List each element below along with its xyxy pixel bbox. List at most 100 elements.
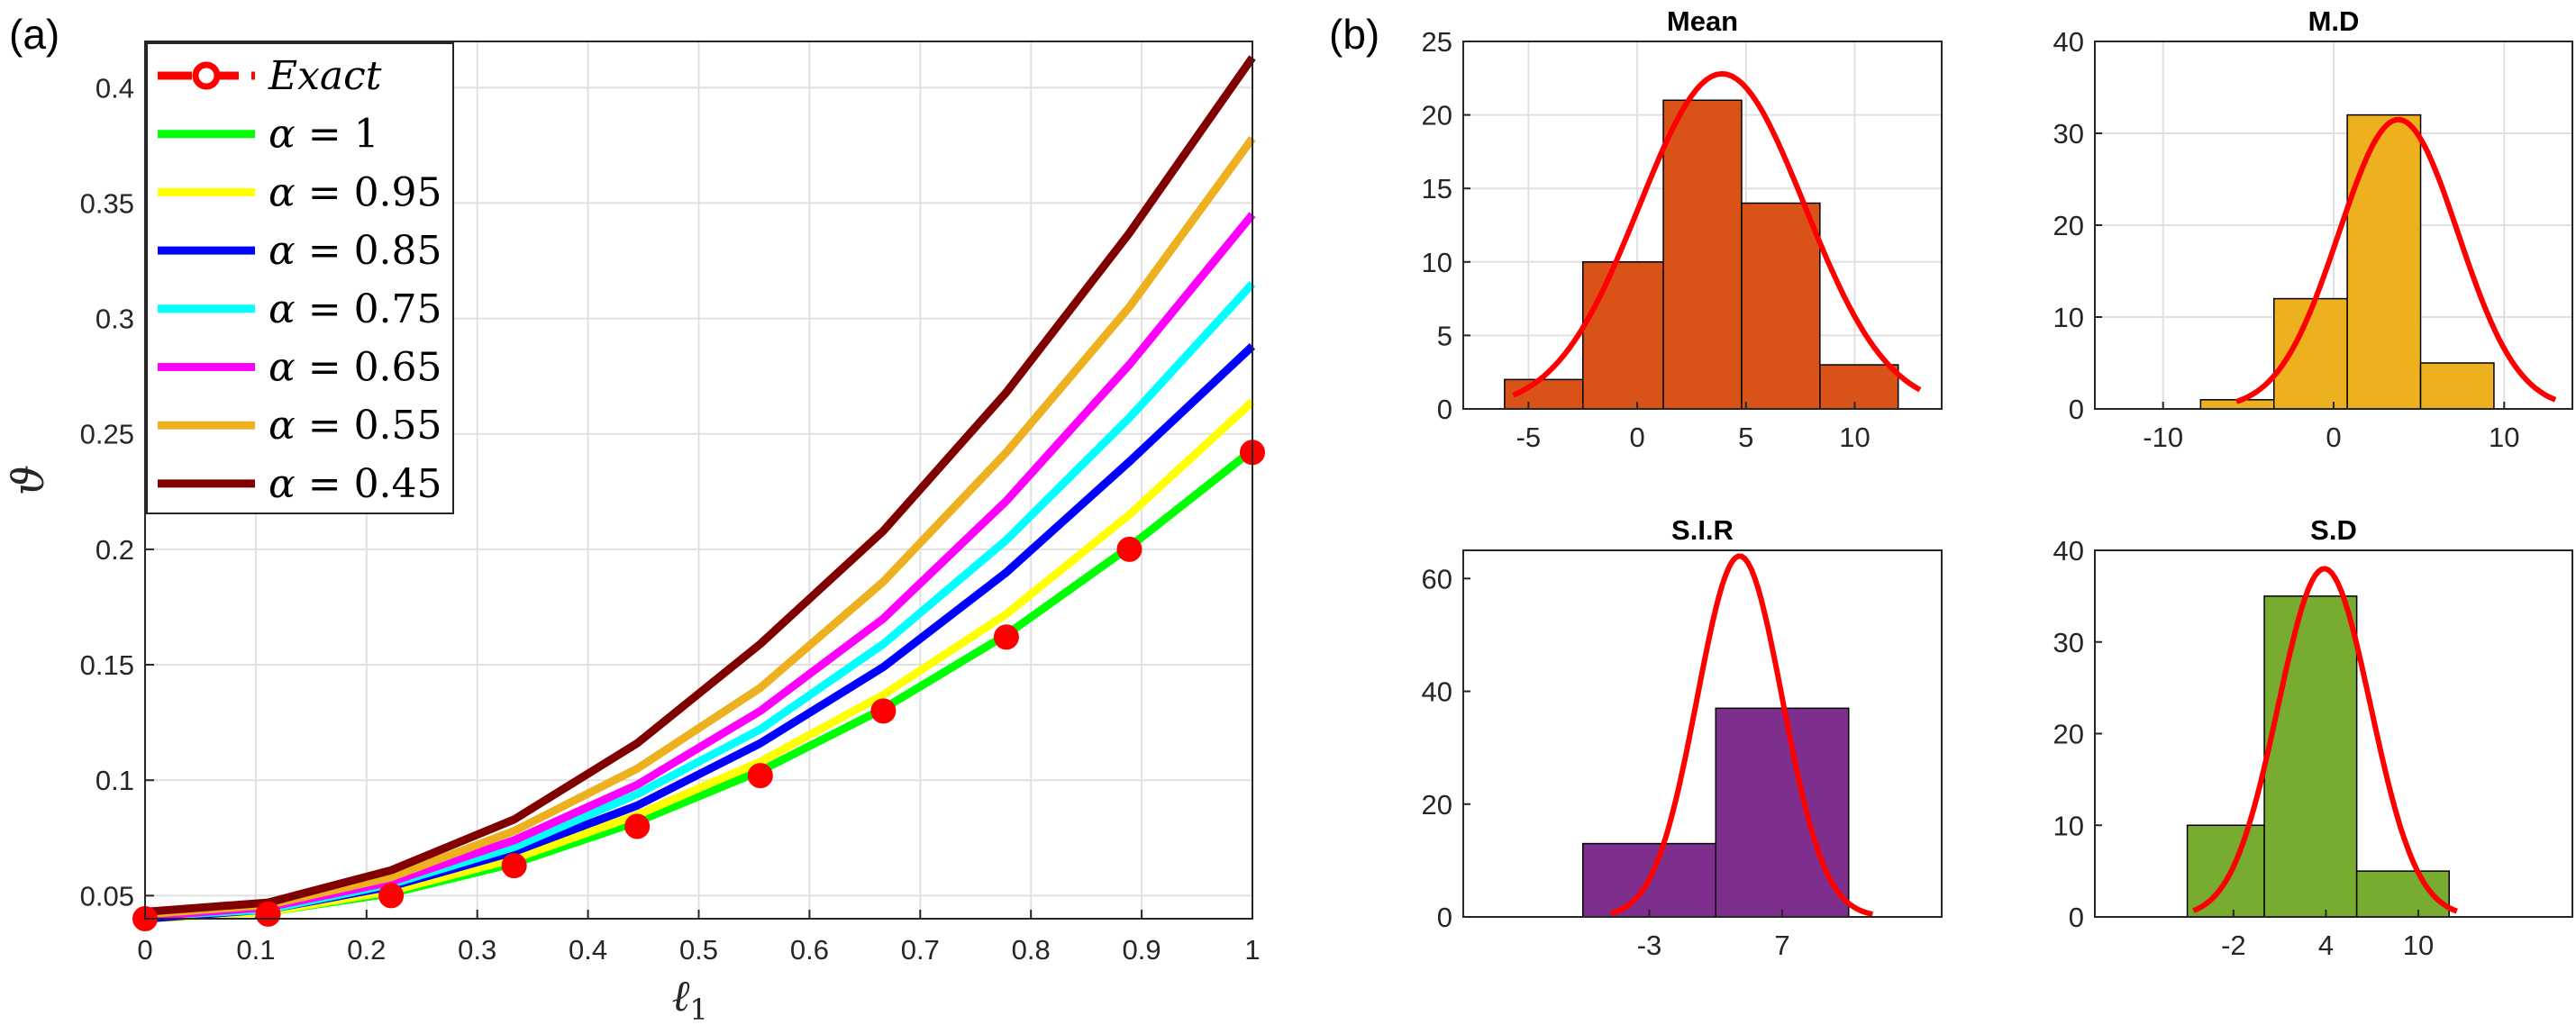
y-tick-label: 30 [2053, 627, 2084, 658]
legend-symbol: α [269, 228, 296, 274]
legend-symbol: α [269, 169, 296, 215]
legend-eq: = [296, 112, 354, 158]
legend-eq: = [296, 403, 354, 449]
series-line-alpha-0.55 [144, 136, 1256, 919]
histogram-bar [1715, 707, 1850, 918]
histogram-sd: -2 4 10 0 10 20 30 40 S.D [2053, 514, 2573, 961]
legend-exact-text: Exact [268, 53, 382, 99]
exact-point [993, 624, 1019, 650]
exact-point [501, 853, 527, 879]
normal-fit-curve [2192, 566, 2458, 914]
x-tick-label: 10 [2403, 930, 2434, 961]
legend-eq: = [296, 345, 354, 391]
y-tick-label: 0 [1437, 902, 1452, 933]
x-tick-label: 0 [1629, 422, 1644, 453]
exact-point [870, 698, 897, 724]
panel-a-label: (a) [9, 11, 59, 58]
x-tick-label: 0.9 [1123, 934, 1161, 966]
histogram-title: Mean [1667, 5, 1738, 37]
y-tick-label: 0.1 [96, 765, 134, 796]
y-tick-label: 0.3 [96, 304, 134, 335]
histogram-title: S.D [2310, 514, 2357, 546]
x-tick-label: 0.8 [1012, 934, 1051, 966]
x-tick-label: 5 [1738, 422, 1753, 453]
legend-alpha: 0.85 [354, 228, 442, 274]
normal-fit-curve [1609, 553, 1873, 917]
histogram-md: -10 0 10 0 10 20 30 40 M.D [2053, 5, 2573, 453]
y-tick-label: 5 [1437, 320, 1452, 351]
legend-alpha: 0.55 [354, 403, 442, 449]
y-tick-label: 0.15 [80, 649, 134, 681]
y-tick-label: 0.25 [80, 419, 134, 450]
y-tick-label: 0 [2069, 902, 2084, 933]
plot-frame [1462, 41, 1943, 410]
legend-label-alpha-0.45: α = 0.45 [269, 461, 442, 507]
y-tick-label: 25 [1422, 26, 1452, 58]
y-tick-label: 0 [1437, 394, 1452, 425]
y-tick-label: 20 [2053, 210, 2084, 241]
y-axis-label: ϑ [4, 465, 54, 495]
y-tick-label: 10 [2053, 302, 2084, 333]
x-tick-label: 0.1 [236, 934, 275, 966]
y-tick-label: 20 [2053, 719, 2084, 750]
histogram-title: M.D [2308, 5, 2360, 37]
exact-point [1116, 536, 1142, 562]
exact-point [255, 901, 281, 927]
legend-symbol: α [269, 345, 296, 391]
histogram-sir: -3 7 0 20 40 60 S.I.R [1422, 514, 1943, 961]
legend-symbol: α [269, 112, 296, 158]
legend-label-alpha-0.85: α = 0.85 [269, 228, 442, 274]
y-tick-label: 20 [1422, 789, 1452, 821]
legend-symbol: α [269, 403, 296, 449]
legend-alpha: 0.65 [354, 345, 442, 391]
y-tick-label: 40 [1422, 676, 1452, 708]
legend-eq: = [296, 286, 354, 332]
x-tick-label: 0.5 [679, 934, 718, 966]
histogram-bar [1662, 99, 1743, 410]
x-axis-label: ℓ1 [671, 971, 707, 1025]
y-tick-label: 0.4 [96, 72, 134, 104]
histogram-bar [1819, 364, 1899, 410]
x-tick-label: 1 [1244, 934, 1260, 966]
x-tick-label: 7 [1774, 930, 1789, 961]
legend-label-alpha-1: α = 1 [269, 112, 379, 158]
y-tick-label: 60 [1422, 563, 1452, 594]
y-tick-label: 0.2 [96, 534, 134, 566]
legend-eq: = [296, 169, 354, 215]
x-tick-label: 0 [137, 934, 152, 966]
normal-fit-curve [2235, 116, 2557, 404]
plot-frame [1462, 549, 1943, 918]
y-tick-label: 0.35 [80, 187, 134, 219]
legend-exact-marker [192, 61, 221, 90]
series-line-alpha-0.45 [144, 55, 1256, 916]
histogram-mean: -5 0 5 10 0 5 10 15 20 25 Mean [1422, 5, 1943, 453]
legend-eq: = [296, 228, 354, 274]
x-tick-label: 4 [2318, 930, 2334, 961]
legend-label-alpha-0.75: α = 0.75 [269, 286, 442, 332]
histogram-bar [1582, 261, 1664, 410]
x-axis-label-main: ℓ [671, 971, 689, 1021]
legend-exact-label: Exact [268, 53, 382, 99]
histogram-bar [2346, 113, 2422, 410]
x-tick-label: -5 [1516, 422, 1542, 453]
x-axis-label-subscript: 1 [689, 993, 707, 1025]
x-tick-label: 0 [2326, 422, 2341, 453]
legend-symbol: α [269, 461, 296, 507]
y-tick-label: 40 [2053, 26, 2084, 58]
legend-alpha: 0.45 [354, 461, 442, 507]
panel-a-line-chart: 0 0.1 0.2 0.3 0.4 0.5 0.6 0.7 0.8 0.9 1 0.05 0.1 0.15… [4, 41, 1265, 1025]
y-tick-label: 15 [1422, 173, 1452, 204]
x-tick-label: -10 [2143, 422, 2183, 453]
legend-box [146, 42, 454, 514]
y-tick-label: 20 [1422, 100, 1452, 132]
y-tick-label: 0.05 [80, 880, 134, 912]
exact-point [378, 883, 405, 909]
x-tick-label: -3 [1637, 930, 1662, 961]
legend-label-alpha-0.65: α = 0.65 [269, 345, 442, 391]
y-tick-label: 0 [2069, 394, 2084, 425]
x-tick-label: 10 [1839, 422, 1870, 453]
panel-b-label: (b) [1329, 11, 1379, 58]
histogram-title: S.I.R [1671, 514, 1734, 546]
legend-label-alpha-0.95: α = 0.95 [269, 169, 442, 215]
